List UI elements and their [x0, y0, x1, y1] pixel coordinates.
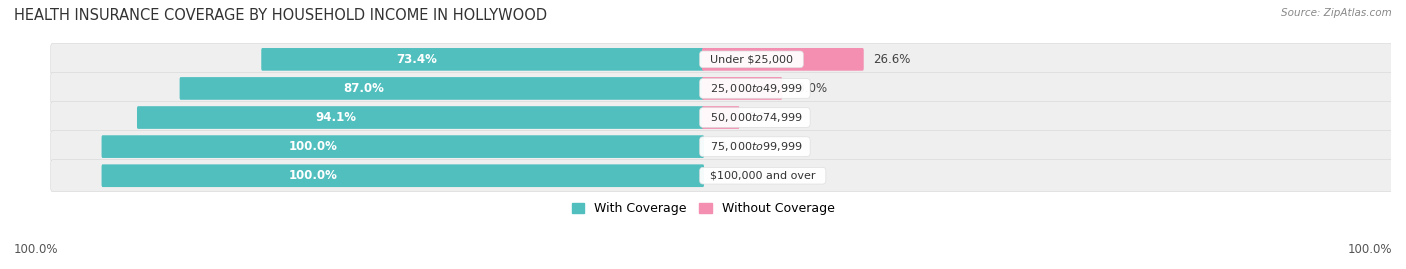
FancyBboxPatch shape — [101, 135, 704, 158]
FancyBboxPatch shape — [702, 106, 740, 129]
FancyBboxPatch shape — [262, 48, 704, 71]
FancyBboxPatch shape — [51, 131, 1406, 163]
FancyBboxPatch shape — [702, 77, 782, 100]
Text: 100.0%: 100.0% — [288, 169, 337, 182]
Text: $100,000 and over: $100,000 and over — [703, 171, 823, 181]
Text: HEALTH INSURANCE COVERAGE BY HOUSEHOLD INCOME IN HOLLYWOOD: HEALTH INSURANCE COVERAGE BY HOUSEHOLD I… — [14, 8, 547, 23]
Text: $75,000 to $99,999: $75,000 to $99,999 — [703, 140, 807, 153]
Text: $50,000 to $74,999: $50,000 to $74,999 — [703, 111, 807, 124]
Text: 13.0%: 13.0% — [792, 82, 828, 95]
Text: 100.0%: 100.0% — [1347, 243, 1392, 256]
Text: 5.9%: 5.9% — [748, 111, 778, 124]
Text: 26.6%: 26.6% — [873, 53, 910, 66]
Text: Source: ZipAtlas.com: Source: ZipAtlas.com — [1281, 8, 1392, 18]
FancyBboxPatch shape — [702, 48, 863, 71]
Text: 100.0%: 100.0% — [288, 140, 337, 153]
FancyBboxPatch shape — [51, 72, 1406, 104]
Legend: With Coverage, Without Coverage: With Coverage, Without Coverage — [567, 197, 839, 220]
Text: 73.4%: 73.4% — [396, 53, 437, 66]
Text: Under $25,000: Under $25,000 — [703, 54, 800, 64]
Text: $25,000 to $49,999: $25,000 to $49,999 — [703, 82, 807, 95]
FancyBboxPatch shape — [51, 43, 1406, 75]
Text: 100.0%: 100.0% — [14, 243, 59, 256]
Text: 87.0%: 87.0% — [343, 82, 384, 95]
FancyBboxPatch shape — [51, 160, 1406, 192]
FancyBboxPatch shape — [101, 164, 704, 187]
FancyBboxPatch shape — [136, 106, 704, 129]
Text: 0.0%: 0.0% — [718, 140, 748, 153]
Text: 94.1%: 94.1% — [315, 111, 356, 124]
FancyBboxPatch shape — [180, 77, 704, 100]
FancyBboxPatch shape — [51, 101, 1406, 133]
Text: 0.0%: 0.0% — [718, 169, 748, 182]
